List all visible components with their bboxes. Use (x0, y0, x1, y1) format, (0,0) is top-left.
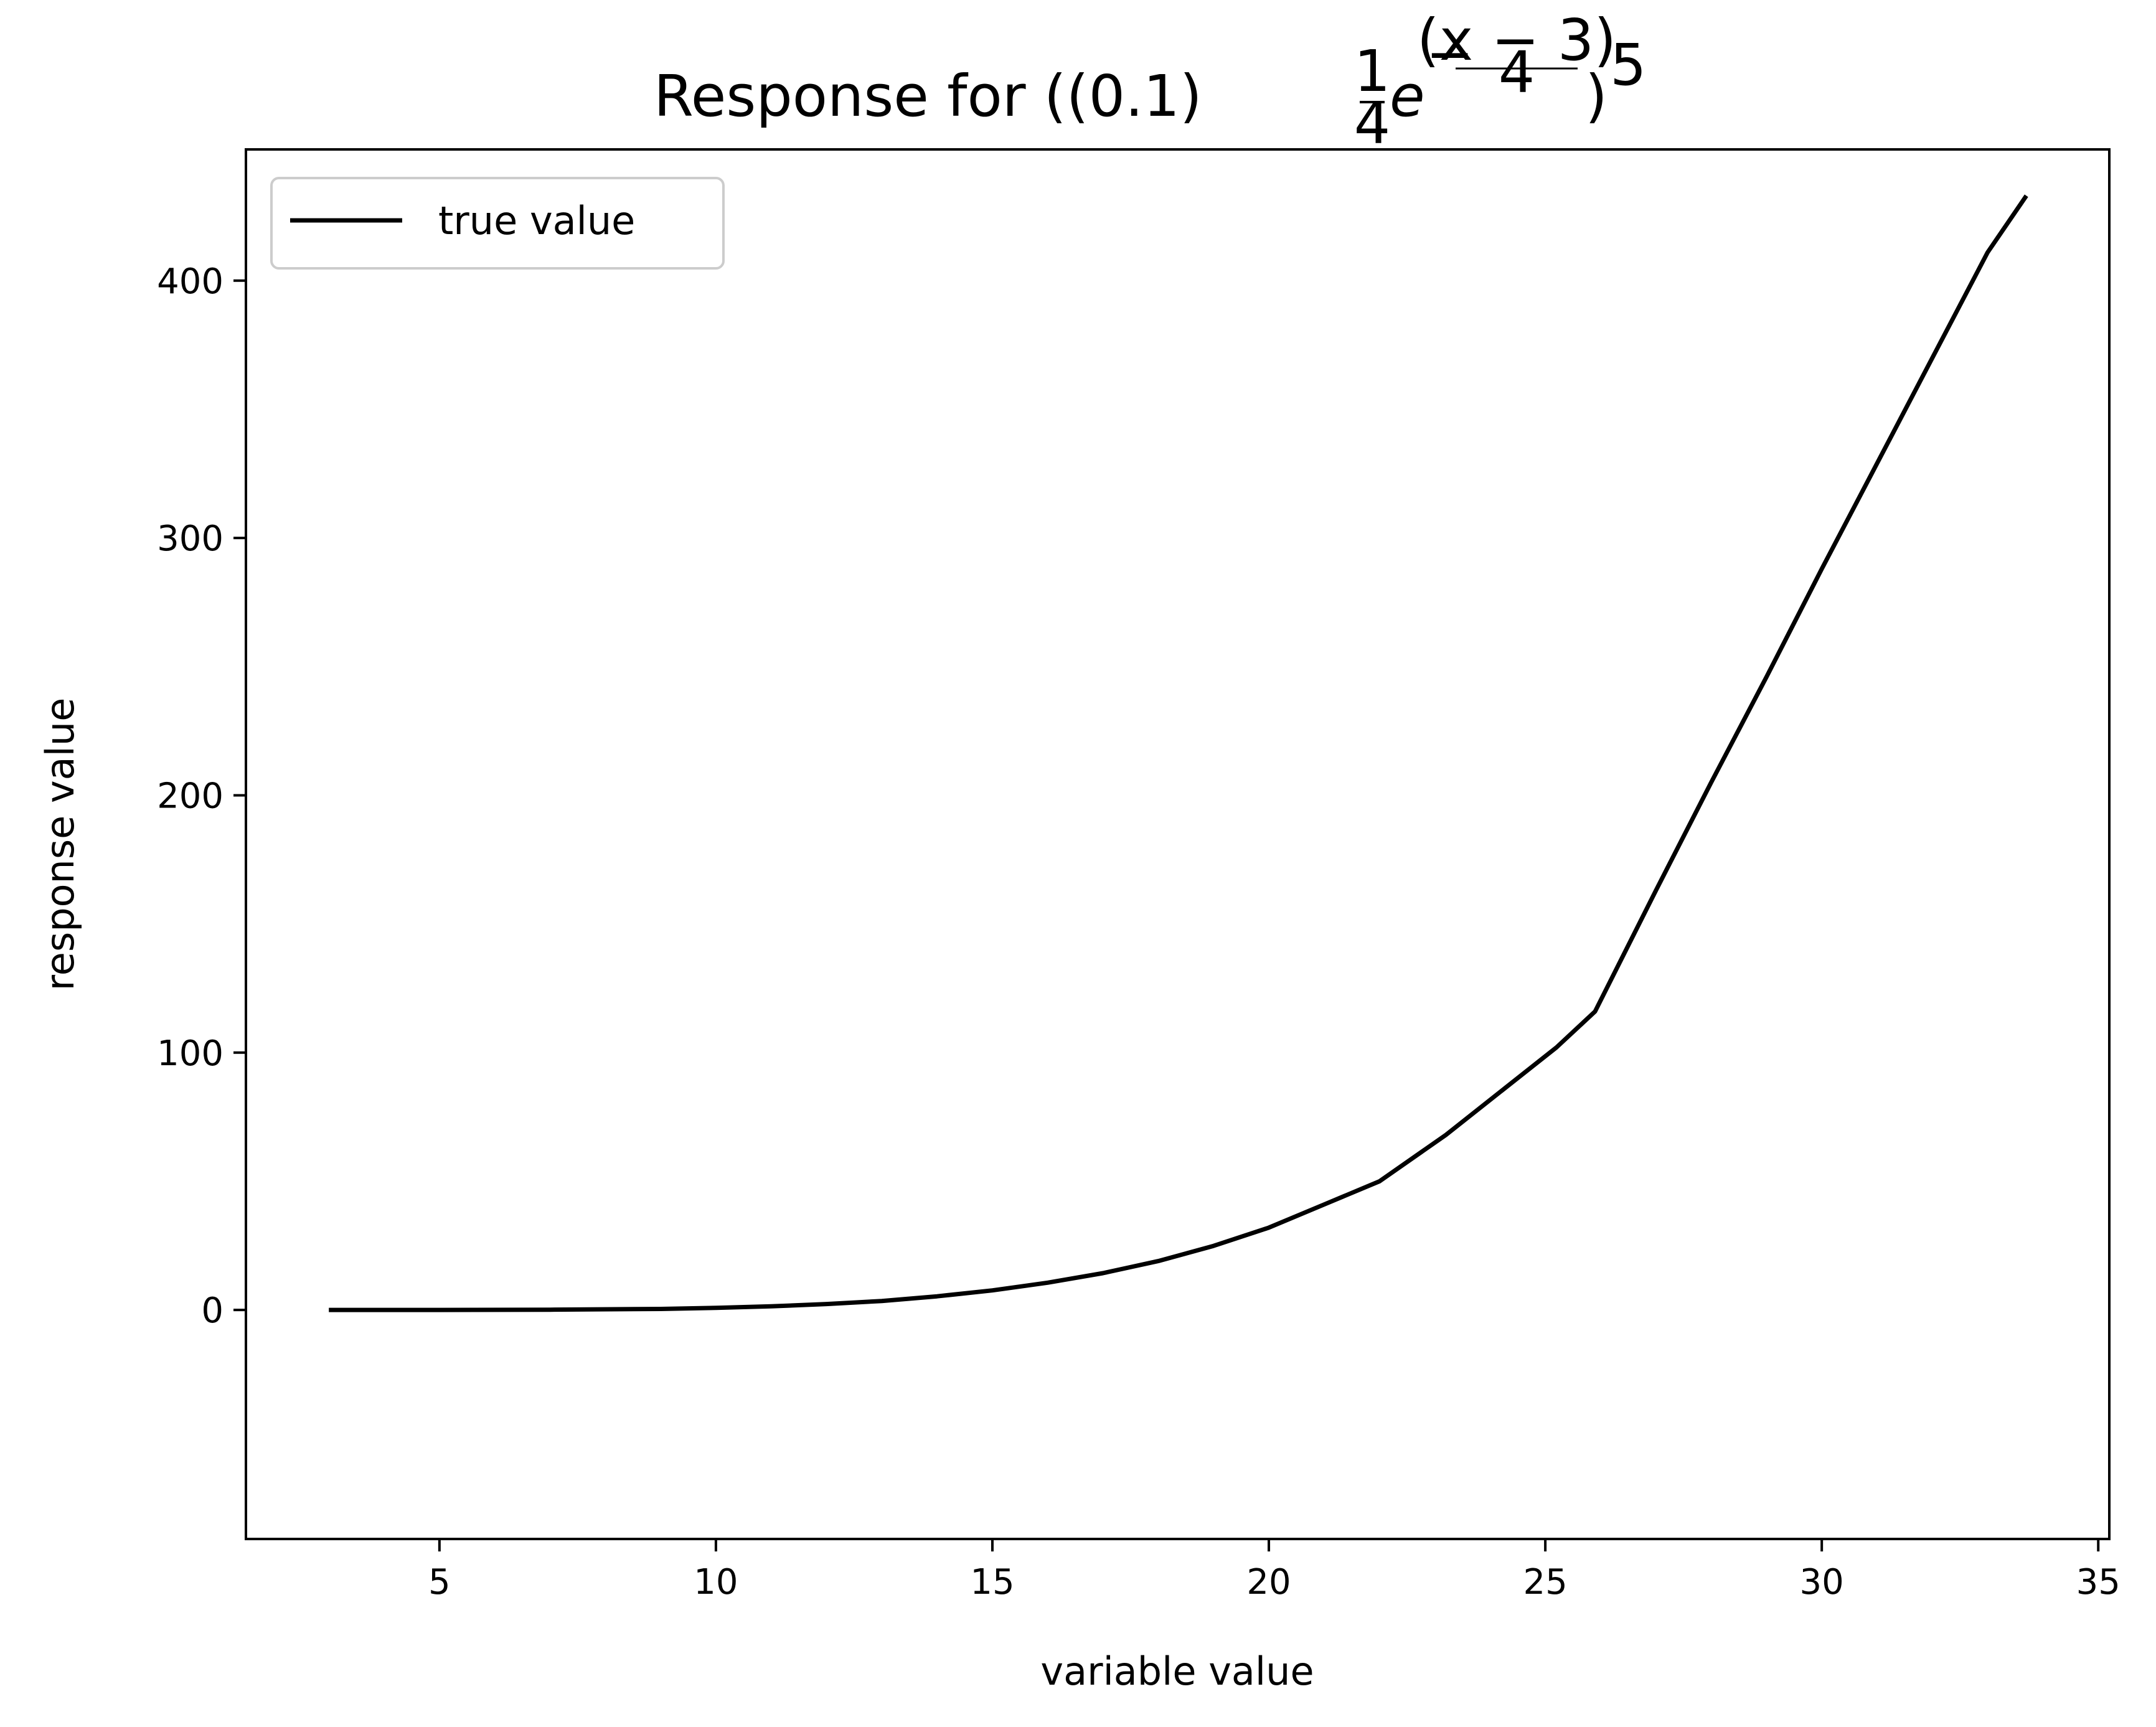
y-tick-label: 200 (157, 776, 224, 816)
title-exponent-denominator: 4 (1499, 39, 1535, 106)
title-exponent-numerator: (x − 3) (1417, 7, 1616, 73)
chart-title: Response for ((0.1) 1 4 e − (x − 3) 4 ) … (654, 7, 1647, 157)
title-fraction-denominator: 4 (1354, 90, 1391, 157)
x-tick-label: 35 (2076, 1562, 2121, 1602)
series-line-true-value (329, 194, 2028, 1312)
title-prefix: Response for ((0.1) (654, 63, 1202, 129)
y-axis-ticks: 0 100 200 300 400 (157, 261, 246, 1331)
y-tick-label: 0 (201, 1291, 224, 1331)
y-tick-label: 100 (157, 1033, 224, 1074)
x-tick-label: 25 (1523, 1562, 1567, 1602)
legend: true value (270, 177, 725, 270)
legend-box (270, 177, 725, 270)
title-close-paren: ) (1585, 63, 1608, 129)
x-tick-label: 15 (970, 1562, 1014, 1602)
title-base: e (1390, 63, 1425, 129)
x-axis-ticks: 5 10 15 20 25 30 35 (428, 1539, 2121, 1602)
y-tick-label: 300 (157, 519, 224, 559)
x-axis-label: variable value (1040, 1649, 1314, 1694)
title-power: 5 (1610, 32, 1647, 98)
y-axis-label: response value (37, 698, 83, 991)
y-tick-label: 400 (157, 261, 224, 302)
x-tick-label: 10 (694, 1562, 738, 1602)
x-tick-label: 20 (1246, 1562, 1291, 1602)
title-fraction-numerator: 1 (1354, 38, 1391, 105)
legend-entry-true-value: true value (438, 198, 635, 243)
x-tick-label: 5 (428, 1562, 451, 1602)
plot-area-frame (245, 148, 2111, 1540)
x-tick-label: 30 (1800, 1562, 1844, 1602)
title-exponent-sign: − (1426, 21, 1474, 87)
